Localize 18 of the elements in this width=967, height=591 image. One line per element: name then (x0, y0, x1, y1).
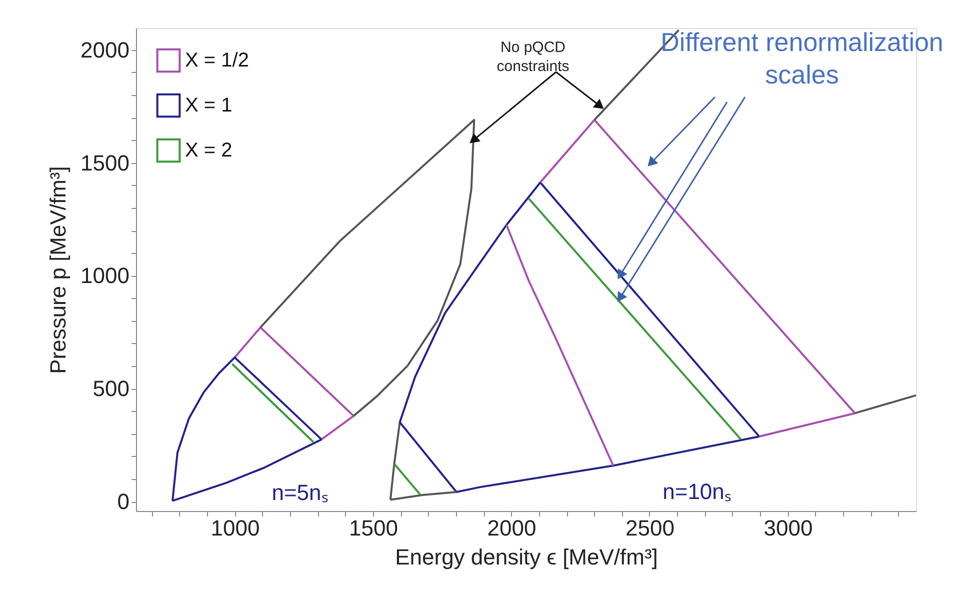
annotation: n=5nₛ (272, 480, 328, 505)
y-tick-label: 0 (117, 489, 130, 514)
x-tick-label: 3000 (764, 516, 813, 540)
y-axis-title: Pressure p [MeV/fm³] (46, 166, 71, 374)
x-tick-label: 1000 (210, 516, 260, 540)
annotation: No pQCD constraints (496, 39, 570, 75)
legend-label: X = 2 (185, 140, 232, 162)
y-tick-label: 1000 (80, 263, 130, 288)
y-tick-label: 500 (92, 376, 130, 402)
x-axis-title: Energy density ϵ [MeV/fm³] (395, 544, 658, 570)
x-tick-label: 2000 (487, 516, 536, 540)
y-tick-label: 2000 (80, 37, 130, 62)
y-tick-label: 1500 (80, 150, 130, 176)
x-tick-label: 1500 (348, 516, 398, 540)
annotation: n=10nₛ (662, 479, 732, 504)
legend-label: X = 1 (185, 94, 232, 116)
legend-label: X = 1/2 (185, 50, 249, 72)
x-tick-label: 2500 (625, 516, 674, 540)
